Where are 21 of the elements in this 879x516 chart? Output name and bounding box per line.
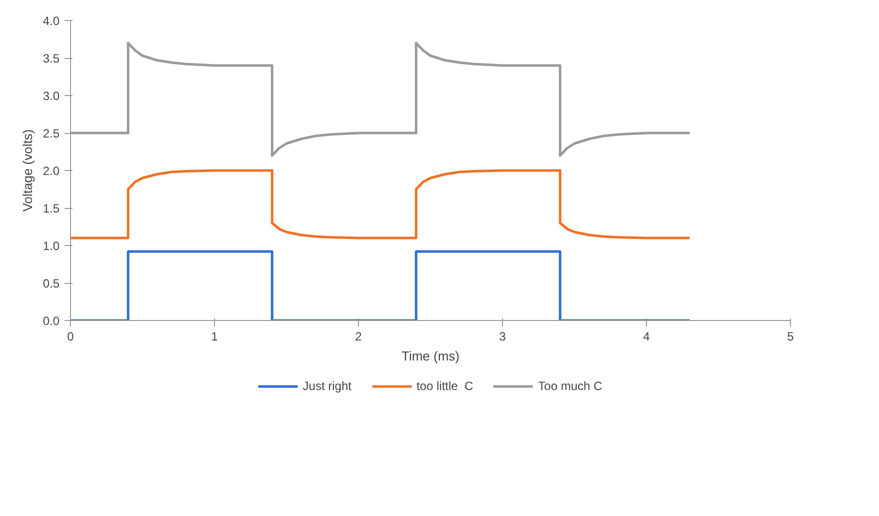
legend-label: too little C [416, 379, 474, 393]
y-tick-label: 1.0 [42, 239, 60, 253]
y-tick-label: 2.0 [42, 164, 60, 178]
y-axis-title: Voltage (volts) [20, 129, 35, 212]
y-tick-label: 0.5 [42, 276, 60, 290]
x-tick-label: 3 [499, 330, 506, 344]
y-tick-label: 2.5 [42, 126, 60, 140]
x-tick-label: 5 [787, 330, 794, 344]
x-tick-label: 4 [643, 330, 650, 344]
x-tick-label: 1 [211, 330, 218, 344]
y-tick-label: 0.0 [42, 314, 60, 328]
x-tick-label: 2 [355, 330, 362, 344]
line-series [70, 169, 691, 240]
y-tick-label: 3.0 [42, 89, 60, 103]
y-tick-label: 4.0 [42, 14, 60, 28]
x-tick-label: 0 [67, 330, 74, 344]
legend-label: Just right [302, 379, 352, 393]
y-tick-label: 1.5 [42, 202, 60, 216]
legend-label: Too much C [538, 379, 602, 393]
x-axis-title: Time (ms) [402, 348, 460, 364]
y-tick-label: 3.5 [42, 52, 60, 66]
